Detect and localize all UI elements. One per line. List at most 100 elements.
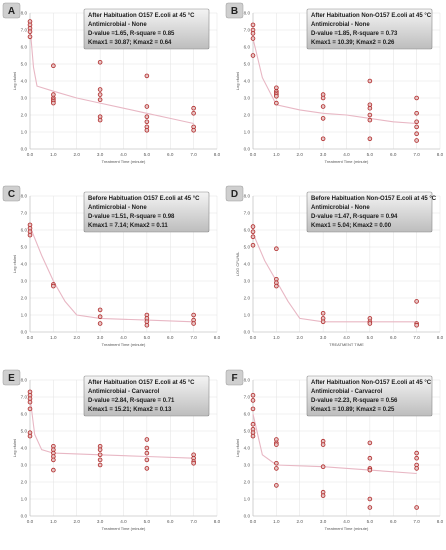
chart-svg: 0.0 1.0 2.0 3.0 4.0 5.0 6.0 7.0 8.0 0.0 1.0 2.0 3.0 4…: [2, 185, 221, 347]
x-tick-label: 5.0: [367, 335, 374, 340]
data-point: [414, 299, 419, 304]
data-point: [367, 136, 373, 142]
x-tick-label: 0.0: [250, 152, 257, 157]
data-point: [97, 447, 103, 452]
chart-svg: 0.0 1.0 2.0 3.0 4.0 5.0 6.0 7.0 8.0 0.0 1.0 2.0 3.0 4…: [225, 185, 444, 347]
data-point: [27, 406, 33, 412]
annotation-line: After Habituation Non-O157 E.coli at 45 …: [311, 380, 432, 386]
annotation-line: D-value =1.47, R-square = 0.94: [311, 214, 398, 220]
data-point: [250, 433, 256, 439]
x-tick-label: 5.0: [144, 335, 151, 340]
data-point: [320, 136, 326, 142]
y-tick-label: 0.0: [21, 147, 28, 152]
annotation-line: Antimicrobial - None: [311, 205, 370, 211]
y-tick-label: 2.0: [21, 113, 28, 118]
data-point: [97, 321, 103, 326]
y-tick-label: 0.0: [21, 330, 28, 335]
y-tick-label: 3.0: [21, 96, 28, 101]
x-tick-label: 3.0: [320, 335, 327, 340]
y-tick-label: 6.0: [21, 412, 28, 417]
y-axis-label: Log cfu/ml: [12, 72, 17, 91]
panel-letter-badge: [225, 2, 244, 19]
x-tick-label: 2.0: [297, 519, 304, 524]
y-tick-label: 4.0: [21, 79, 28, 84]
y-tick-label: 4.0: [21, 446, 28, 451]
fit-curve: [29, 26, 194, 125]
y-tick-label: 6.0: [21, 45, 28, 50]
chart-panel-c: 0.0 1.0 2.0 3.0 4.0 5.0 6.0 7.0 8.0 0.0 1.0 2.0 3.0 4…: [0, 183, 223, 366]
data-point: [191, 111, 196, 116]
data-point: [250, 224, 256, 229]
x-tick-label: 0.0: [27, 335, 34, 340]
y-tick-label: 5.0: [21, 62, 28, 67]
data-point: [191, 105, 196, 111]
data-point: [97, 117, 103, 123]
data-point: [27, 29, 33, 35]
data-point: [414, 322, 419, 328]
data-point: [367, 440, 373, 446]
y-tick-label: 5.0: [244, 62, 251, 67]
y-tick-label: 1.0: [21, 497, 28, 502]
panel-letter-badge: [2, 2, 21, 19]
chart-svg: 0.0 1.0 2.0 3.0 4.0 5.0 6.0 7.0 8.0 0.0 1.0 2.0 3.0 4…: [2, 2, 221, 164]
y-tick-label: 0.0: [244, 147, 251, 152]
fit-curve: [252, 233, 417, 323]
annotation-box: [306, 8, 433, 50]
data-point: [414, 455, 419, 461]
x-axis-label: Treatment Time (minute): [102, 159, 146, 164]
annotation-line: After Habituation O157 E.coli at 45 °C: [88, 380, 195, 386]
panel-letter: A: [8, 6, 15, 17]
y-tick-label: 0.0: [21, 514, 28, 519]
annotation-line: Before Habituation Non-O157 E.coli at 45…: [311, 196, 437, 202]
data-point: [320, 464, 326, 469]
data-point: [97, 307, 103, 313]
data-point: [97, 452, 103, 458]
x-tick-label: 7.0: [190, 335, 197, 340]
annotation-line: D-value =2.23, R-square = 0.56: [311, 398, 398, 404]
x-tick-label: 6.0: [167, 335, 174, 340]
x-tick-label: 0.0: [250, 335, 257, 340]
y-tick-label: 1.0: [244, 130, 251, 135]
data-point: [250, 406, 256, 412]
y-tick-label: 2.0: [244, 480, 251, 485]
y-tick-label: 4.0: [21, 262, 28, 267]
panel-letter: D: [231, 189, 238, 200]
panel-letter-badge: [225, 185, 244, 202]
x-tick-label: 5.0: [144, 152, 151, 157]
y-tick-label: 8.0: [21, 194, 28, 199]
y-tick-label: 5.0: [21, 429, 28, 434]
data-point: [320, 311, 326, 316]
data-point: [144, 445, 150, 451]
x-tick-label: 7.0: [413, 519, 420, 524]
chart-svg: 0.0 1.0 2.0 3.0 4.0 5.0 6.0 7.0 8.0 0.0 1.0 2.0 3.0 4…: [2, 369, 221, 531]
data-point: [27, 34, 33, 40]
data-point: [97, 457, 103, 463]
data-point: [144, 466, 150, 471]
y-tick-label: 3.0: [244, 463, 251, 468]
data-point: [274, 246, 279, 251]
y-tick-label: 8.0: [244, 378, 251, 383]
y-tick-label: 2.0: [21, 296, 28, 301]
data-point: [144, 104, 150, 109]
data-point: [51, 100, 56, 106]
annotation-box: [83, 375, 210, 417]
y-tick-label: 7.0: [244, 28, 251, 33]
x-tick-label: 1.0: [50, 335, 57, 340]
data-point: [51, 283, 56, 289]
data-point: [414, 505, 419, 510]
y-tick-label: 3.0: [21, 279, 28, 284]
data-point: [144, 114, 150, 119]
annotation-line: Before Habituation O157 E.coli at 45 °C: [88, 196, 200, 202]
data-point: [250, 234, 256, 240]
x-tick-label: 7.0: [190, 519, 197, 524]
annotation-line: Antimicrobial - Carvacrol: [88, 389, 160, 395]
annotation-line: Kmax1 = 15.21; Kmax2 = 0.13: [88, 407, 172, 413]
annotation-box: [83, 8, 210, 50]
annotation-line: Antimicrobial - Carvacrol: [311, 389, 383, 395]
data-point: [367, 467, 373, 473]
data-point: [367, 505, 373, 510]
y-tick-label: 5.0: [244, 245, 251, 250]
data-point: [274, 461, 279, 466]
data-point: [274, 442, 279, 447]
data-point: [320, 95, 326, 101]
